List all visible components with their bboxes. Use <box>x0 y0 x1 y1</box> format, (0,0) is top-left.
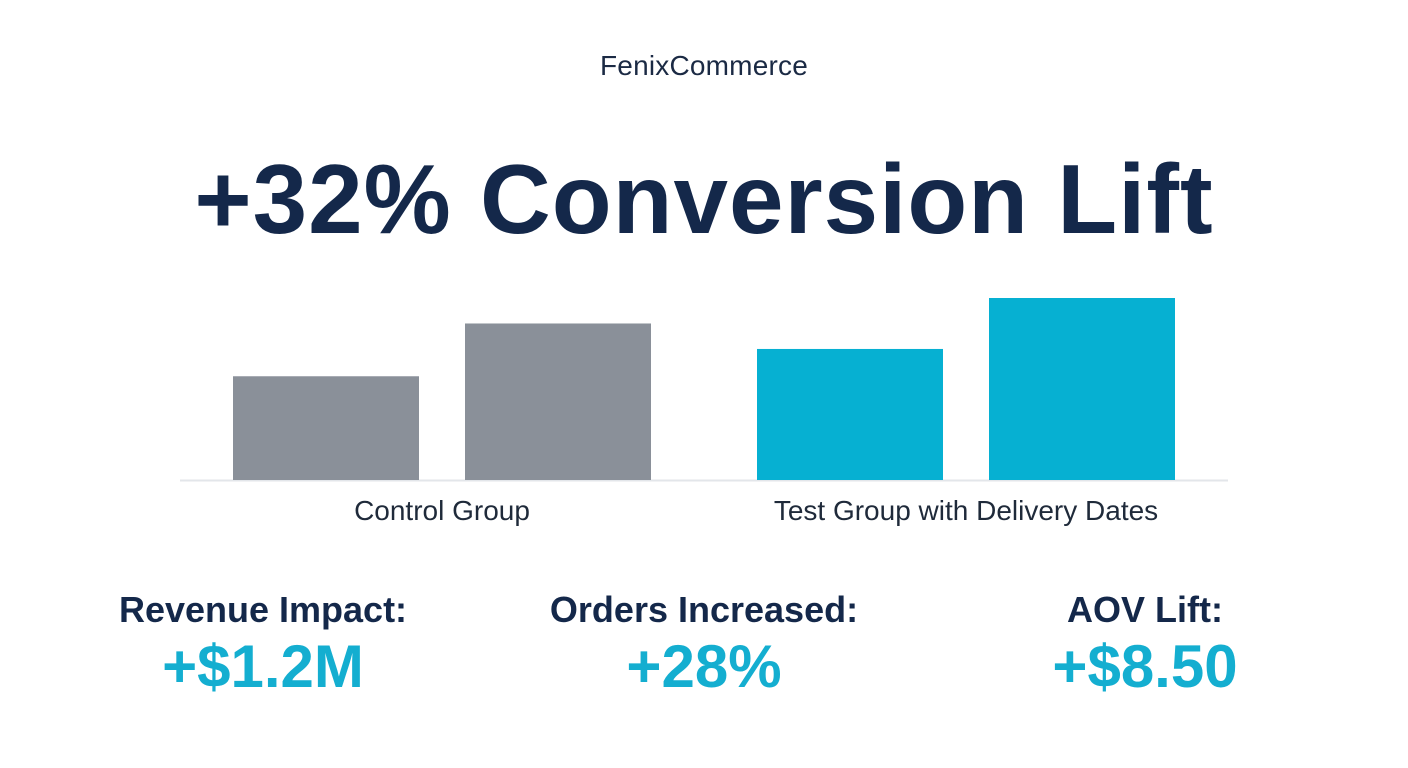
metric-value: +$1.2M <box>162 632 364 700</box>
metric-value: +28% <box>626 632 782 700</box>
metric-aov-lift: AOV Lift: +$8.50 <box>945 590 1345 700</box>
headline: +32% Conversion Lift <box>194 144 1214 254</box>
bar-control-1 <box>233 376 419 480</box>
brand-name: FenixCommerce <box>600 50 808 81</box>
bar-control-2 <box>465 323 651 480</box>
metric-value: +$8.50 <box>1052 632 1238 700</box>
bar-test-1 <box>757 348 943 480</box>
metric-revenue-impact: Revenue Impact: +$1.2M <box>63 590 463 700</box>
metric-label: Orders Increased: <box>549 589 859 630</box>
category-label: Control Group <box>354 495 530 526</box>
metric-label: AOV Lift: <box>1067 589 1223 630</box>
category-label: Test Group with Delivery Dates <box>774 495 1158 526</box>
metric-label: Revenue Impact: <box>118 589 408 630</box>
metric-orders-increased: Orders Increased: +28% <box>504 590 904 700</box>
bar-chart: Control Group Test Group with Delivery Da… <box>180 298 1228 526</box>
bar-test-2 <box>989 298 1175 480</box>
